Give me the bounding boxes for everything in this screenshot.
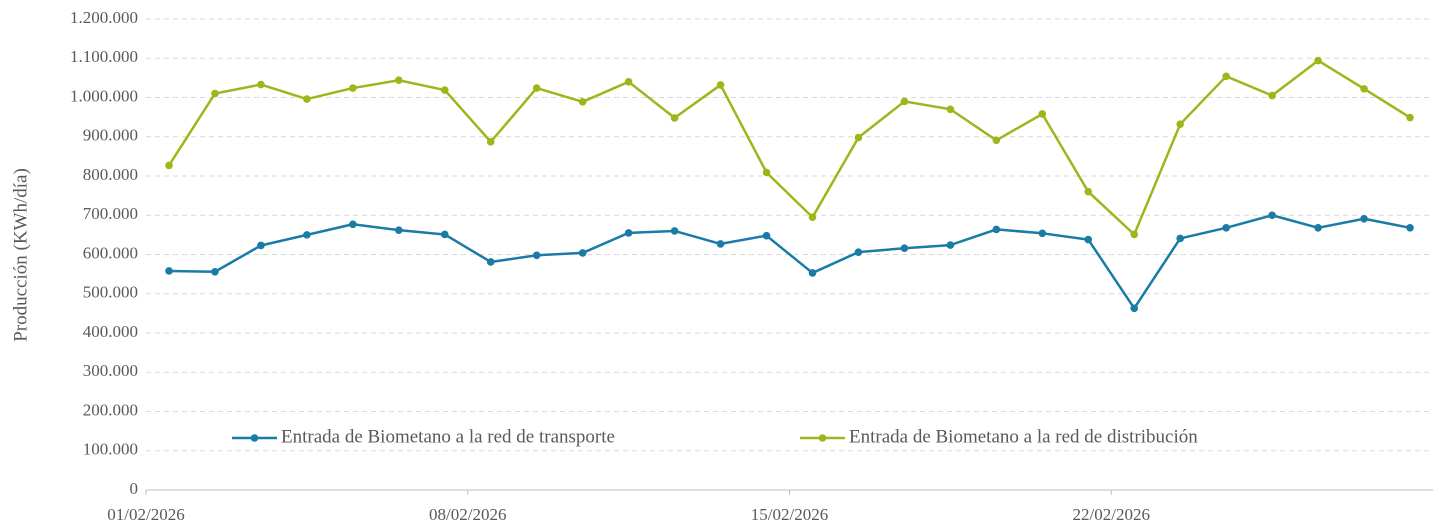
x-tick-label: 22/02/2026 [1073, 505, 1150, 524]
data-point [1176, 120, 1184, 128]
data-point [762, 168, 771, 177]
legend-marker [818, 434, 827, 442]
data-point [808, 269, 817, 277]
data-point [1038, 229, 1047, 238]
data-point [395, 226, 403, 234]
y-tick-label: 1.000.000 [70, 86, 138, 105]
x-tick-label: 01/02/2026 [107, 505, 184, 524]
y-tick-label: 600.000 [83, 243, 138, 262]
data-point [165, 267, 173, 275]
data-point [716, 81, 725, 89]
legend-label: Entrada de Biometano a la red de distrib… [849, 426, 1198, 447]
series-line [168, 214, 1411, 310]
data-point [762, 231, 771, 240]
data-point [1222, 224, 1230, 232]
y-tick-label: 900.000 [83, 126, 138, 145]
data-point [1084, 187, 1093, 196]
legend-marker [250, 434, 259, 442]
y-tick-label: 1.100.000 [70, 47, 138, 66]
data-point [1360, 214, 1368, 223]
data-point [1314, 56, 1322, 65]
data-point [992, 225, 1001, 234]
x-tick-label: 08/02/2026 [429, 505, 506, 524]
data-point [440, 230, 449, 239]
data-point [257, 241, 265, 250]
data-point [1268, 211, 1276, 220]
data-point [854, 248, 863, 256]
y-tick-label: 400.000 [83, 322, 138, 341]
data-point [532, 84, 541, 92]
data-point [440, 86, 449, 94]
y-tick-label: 300.000 [83, 361, 138, 380]
data-point [165, 161, 173, 170]
data-point [211, 267, 219, 276]
y-tick-label: 1.200.000 [70, 8, 138, 27]
data-point [486, 138, 495, 146]
y-tick-label: 800.000 [83, 165, 138, 184]
data-point [578, 98, 587, 106]
y-tick-label: 0 [130, 479, 139, 498]
data-point [946, 105, 955, 114]
data-point [670, 227, 679, 235]
data-point [1406, 113, 1414, 122]
y-axis-label: Producción (KWh/día) [10, 168, 31, 342]
data-point [670, 114, 679, 122]
data-point [303, 95, 311, 103]
data-point [854, 133, 863, 142]
data-point [303, 231, 311, 239]
data-point [1130, 230, 1139, 239]
data-point [1176, 234, 1184, 243]
data-point [624, 78, 633, 86]
x-tick-label: 15/02/2026 [751, 505, 828, 524]
data-point [1038, 110, 1047, 118]
y-tick-label: 200.000 [83, 400, 138, 419]
data-point [900, 244, 909, 253]
data-point [532, 251, 541, 260]
data-point [1130, 304, 1139, 313]
data-point [257, 80, 265, 89]
data-point [808, 213, 817, 222]
data-point [716, 240, 725, 248]
y-tick-label: 100.000 [83, 440, 138, 459]
data-point [349, 220, 357, 229]
data-point [1314, 224, 1322, 232]
data-point [486, 258, 495, 266]
data-point [1084, 235, 1093, 244]
series-line [167, 59, 1411, 236]
data-point [395, 76, 403, 85]
data-point [1268, 91, 1276, 100]
data-point [1222, 72, 1230, 81]
data-point [578, 249, 587, 257]
y-tick-label: 500.000 [83, 283, 138, 302]
data-point [624, 229, 633, 237]
legend-label: Entrada de Biometano a la red de transpo… [281, 426, 615, 447]
data-point [1406, 224, 1414, 232]
data-point [349, 84, 357, 92]
y-tick-label: 700.000 [83, 204, 138, 223]
data-point [1360, 85, 1368, 93]
data-point [211, 89, 219, 98]
data-point [900, 97, 909, 106]
data-point [946, 241, 955, 249]
data-point [992, 136, 1001, 145]
